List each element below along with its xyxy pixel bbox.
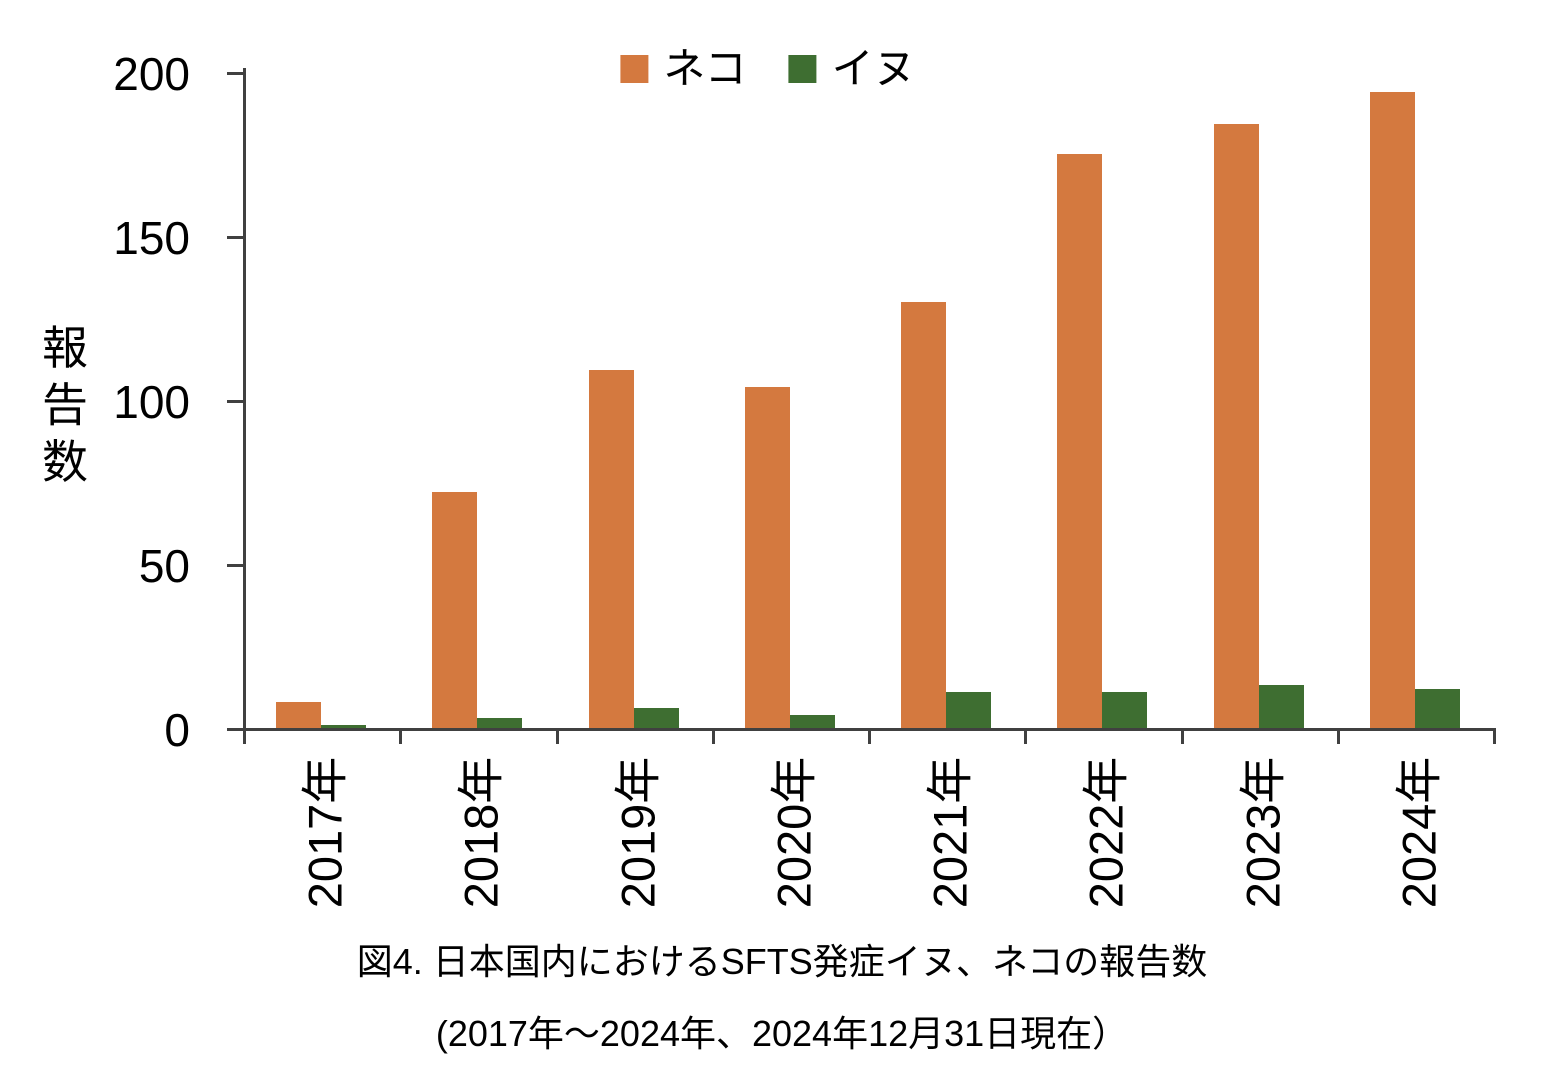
x-axis-label-2019年: 2019年 <box>554 746 714 918</box>
x-axis-label-text: 2017年 <box>298 756 352 908</box>
chart-caption: 図4. 日本国内におけるSFTS発症イヌ、ネコの報告数 (2017年〜2024年… <box>0 938 1564 1058</box>
bar-ネコ-2023年 <box>1214 124 1259 728</box>
y-tick-label: 200 <box>113 48 190 100</box>
x-tick-mark <box>243 728 246 744</box>
x-tick-mark <box>399 728 403 744</box>
x-axis-line <box>227 728 1493 731</box>
bar-イヌ-2018年 <box>477 718 522 728</box>
x-axis-label-text: 2022年 <box>1079 756 1133 908</box>
x-axis-label-2021年: 2021年 <box>866 746 1026 918</box>
x-axis-label-text: 2020年 <box>767 756 821 908</box>
y-tick-mark <box>227 236 244 239</box>
bar-イヌ-2019年 <box>634 708 679 728</box>
chart-legend: ネコ イヌ <box>620 45 916 92</box>
bar-イヌ-2024年 <box>1415 689 1460 728</box>
x-tick-mark <box>1336 728 1340 744</box>
y-tick-label: 100 <box>113 376 190 428</box>
bar-ネコ-2024年 <box>1370 92 1415 728</box>
y-tick-mark <box>227 72 244 75</box>
x-axis-label-2017年: 2017年 <box>241 746 401 918</box>
chart-subtitle: (2017年〜2024年、2024年12月31日現在） <box>435 1013 1129 1054</box>
x-axis-label-text: 2023年 <box>1236 756 1290 908</box>
y-axis-line <box>243 68 246 744</box>
bar-イヌ-2022年 <box>1102 692 1147 728</box>
legend-item-イヌ: イヌ <box>788 45 916 92</box>
bar-イヌ-2020年 <box>790 715 835 728</box>
x-axis-label-text: 2018年 <box>454 756 508 908</box>
x-tick-mark <box>1180 728 1184 744</box>
x-tick-mark <box>1024 728 1028 744</box>
bar-ネコ-2020年 <box>745 387 790 728</box>
x-axis-label-2020年: 2020年 <box>710 746 870 918</box>
legend-item-ネコ: ネコ <box>620 45 747 92</box>
y-tick-label: 50 <box>138 540 190 592</box>
y-tick-mark <box>227 400 244 403</box>
bar-ネコ-2022年 <box>1057 154 1102 728</box>
legend-label: ネコ <box>663 45 747 92</box>
y-tick-label: 150 <box>113 212 190 264</box>
bar-ネコ-2018年 <box>432 492 477 728</box>
x-tick-mark <box>711 728 715 744</box>
x-axis-label-2023年: 2023年 <box>1179 746 1339 918</box>
x-axis-label-text: 2021年 <box>923 756 977 908</box>
x-axis-label-text: 2024年 <box>1392 756 1446 908</box>
bar-ネコ-2017年 <box>276 702 321 728</box>
chart-title: 図4. 日本国内におけるSFTS発症イヌ、ネコの報告数 <box>356 941 1208 982</box>
legend-swatch-icon <box>788 55 817 83</box>
bar-イヌ-2017年 <box>321 725 366 728</box>
x-axis-label-2024年: 2024年 <box>1335 746 1495 918</box>
y-tick-label: 0 <box>164 704 190 756</box>
x-axis-label-2022年: 2022年 <box>1022 746 1182 918</box>
x-axis-label-text: 2019年 <box>611 756 665 908</box>
bar-イヌ-2023年 <box>1259 685 1304 728</box>
x-tick-mark <box>555 728 559 744</box>
bar-イヌ-2021年 <box>946 692 991 728</box>
legend-label: イヌ <box>831 45 916 92</box>
bar-ネコ-2019年 <box>589 370 634 728</box>
bar-ネコ-2021年 <box>901 302 946 728</box>
x-tick-mark <box>868 728 871 744</box>
y-tick-mark <box>227 728 244 731</box>
y-tick-mark <box>227 564 244 567</box>
x-tick-mark <box>1493 728 1496 744</box>
y-axis-title: 報 告 数 <box>42 322 88 488</box>
x-axis-label-2018年: 2018年 <box>397 746 557 918</box>
legend-swatch-icon <box>620 55 649 83</box>
